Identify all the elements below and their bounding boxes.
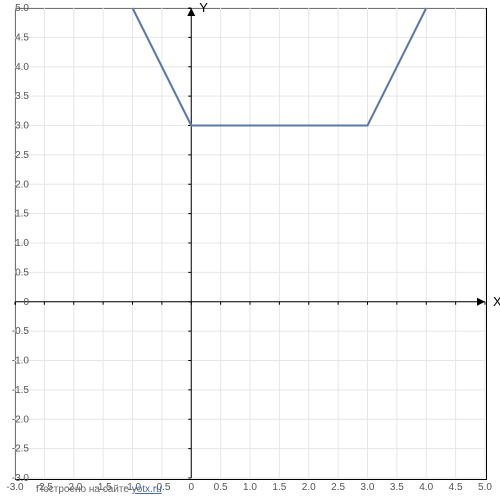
y-tick-label: -3.0 bbox=[12, 473, 30, 484]
x-tick-label: 0.5 bbox=[214, 482, 228, 493]
y-tick-label: 5.0 bbox=[15, 3, 29, 14]
y-tick-label: 2.5 bbox=[15, 150, 29, 161]
y-tick-label: -1.5 bbox=[12, 385, 30, 396]
y-tick-label: -1.0 bbox=[12, 356, 30, 367]
y-tick-label: 4.5 bbox=[15, 32, 29, 43]
credit-line: Построено на сайте yotx.ru bbox=[36, 484, 162, 495]
y-tick-label: 3.5 bbox=[15, 91, 29, 102]
chart-svg: -3.0 -2.5 -2.0 -1.5 -1.0 -0.5 0 0.5 1.0 1.5 2.0 2.5… bbox=[0, 0, 500, 502]
credit-link[interactable]: yotx.ru bbox=[132, 484, 162, 495]
y-tick-label: 0.5 bbox=[15, 267, 29, 278]
x-tick-label: 2.5 bbox=[331, 482, 345, 493]
y-tick-label: 1.0 bbox=[15, 238, 29, 249]
y-tick-label: -0.5 bbox=[12, 326, 30, 337]
grid bbox=[15, 8, 485, 478]
credit-prefix: Построено на сайте bbox=[36, 484, 132, 495]
x-tick-label: 5.0 bbox=[478, 482, 492, 493]
y-tick-label: 3.0 bbox=[15, 121, 29, 132]
x-tick-label: 2.0 bbox=[302, 482, 316, 493]
x-tick-label: 4.0 bbox=[419, 482, 433, 493]
x-tick-label: 4.5 bbox=[449, 482, 463, 493]
chart-container: -3.0 -2.5 -2.0 -1.5 -1.0 -0.5 0 0.5 1.0 1.5 2.0 2.5… bbox=[0, 0, 500, 502]
y-tick-label: 2.0 bbox=[15, 179, 29, 190]
y-axis-arrow bbox=[187, 8, 195, 16]
y-tick-label: 0 bbox=[23, 297, 29, 308]
y-axis-label: Y bbox=[199, 0, 208, 15]
y-tick-label: -2.0 bbox=[12, 414, 30, 425]
x-axis-label: X bbox=[493, 294, 500, 309]
x-tick-label: 1.5 bbox=[272, 482, 286, 493]
x-tick-label: 3.5 bbox=[390, 482, 404, 493]
x-tick-label: 0 bbox=[188, 482, 194, 493]
x-axis-arrow bbox=[477, 298, 485, 306]
x-tick-label: 3.0 bbox=[361, 482, 375, 493]
x-tick-label: 1.0 bbox=[243, 482, 257, 493]
y-tick-label: 1.5 bbox=[15, 209, 29, 220]
y-tick-label: -2.5 bbox=[12, 444, 30, 455]
y-tick-label: 4.0 bbox=[15, 62, 29, 73]
